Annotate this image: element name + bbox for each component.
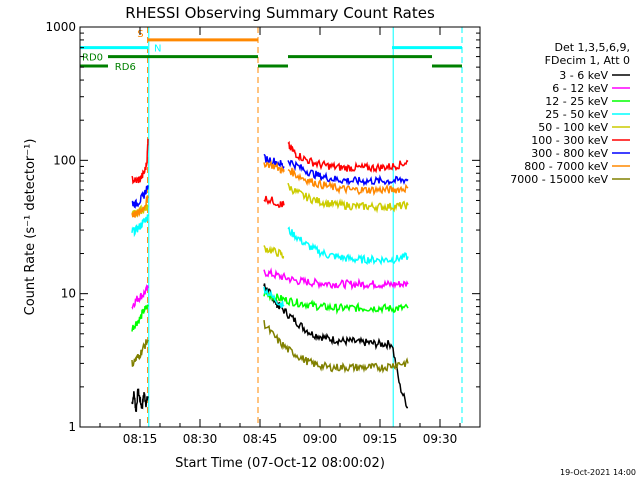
legend-label-3: 25 - 50 keV — [545, 108, 608, 121]
series-line-6-segment-0 — [131, 185, 149, 209]
y-tick-label-0: 1 — [68, 420, 76, 434]
x-tick-label-1: 08:30 — [183, 432, 218, 446]
legend-label-0: 3 - 6 keV — [559, 69, 608, 82]
series-line-4-segment-1 — [263, 245, 285, 260]
series-line-5-segment-2 — [287, 140, 409, 174]
series-line-3-segment-2 — [287, 226, 409, 266]
x-tick-label-2: 08:45 — [243, 432, 278, 446]
series-line-0-segment-1 — [263, 283, 409, 409]
axes: 08:15 08:30 08:45 09:00 09:15 09:30 1 10 100 1000 — [45, 20, 481, 446]
legend: Det 1,3,5,6,9,FDecim 1, Att 0 3 - 6 keV6 … — [510, 41, 630, 186]
y-tick-label-3: 1000 — [45, 20, 76, 34]
series-line-7-segment-2 — [287, 167, 409, 197]
series-line-3-segment-1 — [263, 286, 285, 309]
legend-label-1: 6 - 12 keV — [552, 82, 608, 95]
x-tick-label-4: 09:15 — [363, 432, 398, 446]
flag-label-3: RD6 — [115, 62, 136, 73]
series-line-1-segment-1 — [263, 267, 409, 291]
legend-label-2: 12 - 25 keV — [545, 95, 608, 108]
x-tick-label-0: 08:15 — [123, 432, 158, 446]
series-line-8-segment-0 — [131, 339, 149, 367]
timestamp: 19-Oct-2021 14:00 — [560, 468, 636, 477]
legend-header-1: FDecim 1, Att 0 — [545, 54, 630, 67]
x-axis-label: Start Time (07-Oct-12 08:00:02) — [175, 456, 385, 471]
chart-title: RHESSI Observing Summary Count Rates — [125, 4, 435, 22]
series-line-2-segment-1 — [263, 289, 409, 315]
flag-label-2: RD0 — [82, 53, 103, 64]
series-line-3-segment-0 — [131, 214, 149, 238]
series-line-1-segment-0 — [131, 283, 149, 310]
y-tick-label-2: 100 — [53, 153, 76, 167]
series-line-8-segment-1 — [263, 320, 409, 374]
series-line-2-segment-0 — [131, 304, 149, 332]
series-line-4-segment-2 — [287, 182, 409, 214]
x-tick-label-3: 09:00 — [303, 432, 338, 446]
flag-label-1: N — [154, 44, 161, 55]
legend-label-5: 100 - 300 keV — [531, 134, 608, 147]
legend-label-7: 800 - 7000 keV — [524, 160, 608, 173]
series-line-0-segment-0 — [131, 388, 149, 412]
series-line-6-segment-2 — [287, 159, 409, 187]
series-line-7-segment-1 — [263, 160, 285, 174]
plot-content: SNRD0RD6 — [79, 27, 463, 427]
series-line-5-segment-1 — [263, 195, 285, 209]
series-line-6-segment-1 — [263, 153, 285, 170]
y-tick-label-1: 10 — [61, 287, 76, 301]
y-axis-label: Count Rate (s⁻¹ detector⁻¹) — [23, 139, 38, 316]
legend-label-4: 50 - 100 keV — [538, 121, 608, 134]
x-tick-label-5: 09:30 — [423, 432, 458, 446]
legend-label-8: 7000 - 15000 keV — [510, 173, 608, 186]
series-line-7-segment-0 — [131, 195, 149, 219]
legend-label-6: 300 - 800 keV — [531, 147, 608, 160]
series-line-5-segment-0 — [131, 138, 149, 185]
legend-header-0: Det 1,3,5,6,9, — [554, 41, 630, 54]
